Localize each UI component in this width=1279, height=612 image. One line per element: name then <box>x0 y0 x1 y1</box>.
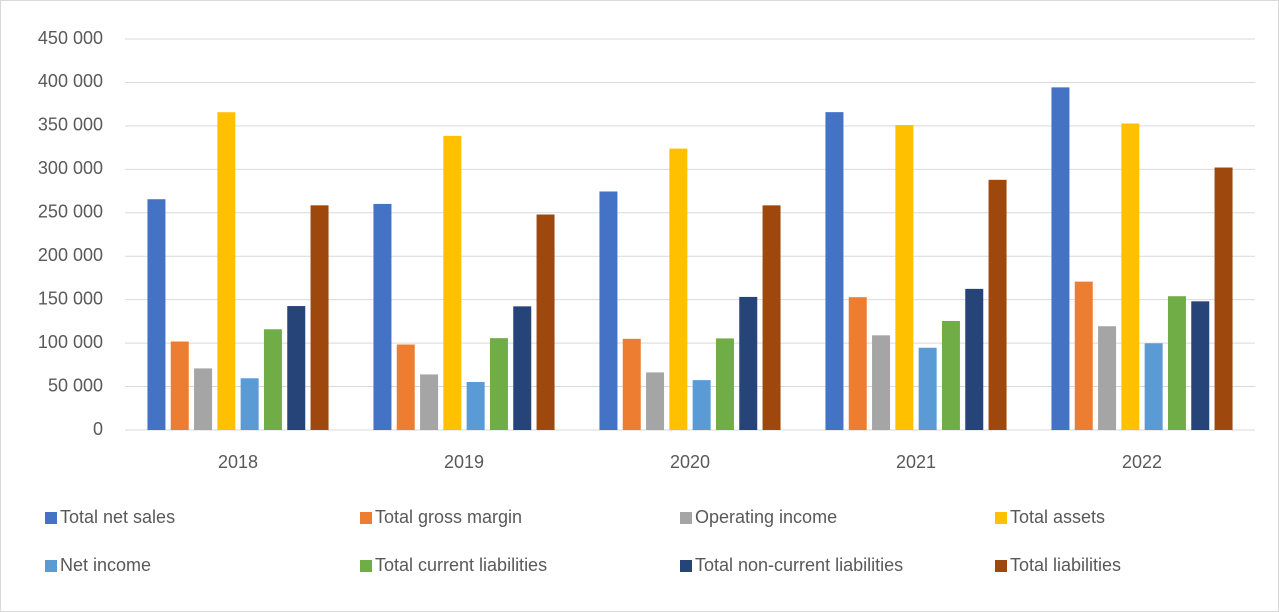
y-tick-label: 100 000 <box>38 332 103 352</box>
bar <box>466 381 485 430</box>
legend-swatch <box>995 560 1007 572</box>
legend-label: Total current liabilities <box>375 555 547 575</box>
bar <box>489 338 508 430</box>
legend-swatch <box>995 512 1007 524</box>
legend-label: Operating income <box>695 507 837 527</box>
legend-label: Total assets <box>1010 507 1105 527</box>
bar <box>373 203 392 430</box>
bar <box>513 306 532 430</box>
bar <box>170 341 189 430</box>
legend-label: Total liabilities <box>1010 555 1121 575</box>
legend-label: Net income <box>60 555 151 575</box>
legend-label: Total non-current liabilities <box>695 555 903 575</box>
y-tick-label: 0 <box>93 419 103 439</box>
bar <box>310 205 329 430</box>
legend-swatch <box>45 512 57 524</box>
bar <box>1214 167 1233 430</box>
y-tick-label: 450 000 <box>38 28 103 48</box>
bar <box>692 380 711 430</box>
legend-swatch <box>680 560 692 572</box>
x-tick-label: 2020 <box>670 452 710 472</box>
bar <box>988 179 1007 430</box>
bar <box>848 297 867 430</box>
legend-swatch <box>45 560 57 572</box>
bar <box>420 374 439 430</box>
bar <box>739 296 758 430</box>
x-tick-label: 2021 <box>896 452 936 472</box>
legend-label: Total gross margin <box>375 507 522 527</box>
y-tick-label: 150 000 <box>38 288 103 308</box>
y-tick-label: 300 000 <box>38 158 103 178</box>
bar <box>1098 326 1117 430</box>
y-tick-label: 400 000 <box>38 71 103 91</box>
bar <box>287 306 306 430</box>
legend-swatch <box>680 512 692 524</box>
y-tick-label: 350 000 <box>38 115 103 135</box>
y-tick-label: 250 000 <box>38 202 103 222</box>
bar <box>669 148 688 430</box>
bar <box>715 338 734 430</box>
bar <box>1121 123 1140 430</box>
bar <box>217 112 236 430</box>
bar <box>1167 296 1186 430</box>
bar <box>918 347 937 430</box>
bar <box>396 344 415 430</box>
bar <box>194 368 213 430</box>
x-tick-label: 2019 <box>444 452 484 472</box>
bar <box>895 125 914 431</box>
bar <box>965 288 984 430</box>
bar <box>443 135 462 431</box>
bar <box>941 320 960 430</box>
bar <box>1144 343 1163 430</box>
legend-swatch <box>360 512 372 524</box>
bar <box>646 372 665 430</box>
x-tick-label: 2018 <box>218 452 258 472</box>
bar <box>1191 301 1210 430</box>
bar <box>825 112 844 430</box>
bar <box>536 214 555 430</box>
y-tick-label: 50 000 <box>48 375 103 395</box>
x-tick-label: 2022 <box>1122 452 1162 472</box>
bar <box>240 378 259 430</box>
legend-swatch <box>360 560 372 572</box>
bar <box>1051 87 1070 431</box>
bar <box>872 335 891 430</box>
y-tick-label: 200 000 <box>38 245 103 265</box>
bar <box>1074 281 1093 430</box>
bar <box>622 338 641 430</box>
legend-label: Total net sales <box>60 507 175 527</box>
bar <box>762 205 781 430</box>
bar <box>263 329 282 430</box>
bar <box>147 199 166 430</box>
bar <box>599 191 618 430</box>
